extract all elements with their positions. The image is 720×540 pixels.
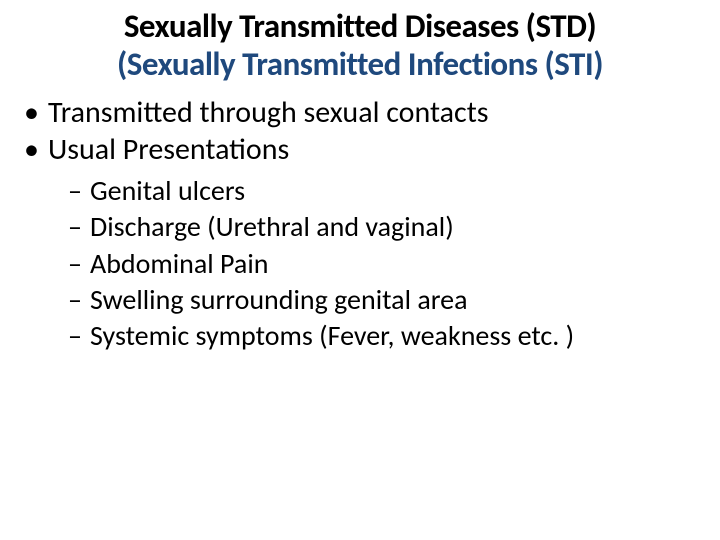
- bullet-item: • Usual Presentations: [24, 131, 700, 169]
- bullet-text: Transmitted through sexual contacts: [48, 94, 489, 132]
- sub-bullet-text: Genital ulcers: [90, 173, 245, 209]
- slide-body: • Transmitted through sexual contacts • …: [20, 94, 700, 355]
- dash-icon: –: [68, 282, 90, 318]
- dash-icon: –: [68, 209, 90, 245]
- sub-bullet-item: – Swelling surrounding genital area: [68, 282, 700, 318]
- dash-icon: –: [68, 318, 90, 354]
- title-line-2: (Sexually Transmitted Infections (STI): [20, 46, 700, 84]
- title-line-1: Sexually Transmitted Diseases (STD): [20, 8, 700, 46]
- bullet-text: Usual Presentations: [48, 131, 289, 169]
- sub-bullet-text: Systemic symptoms (Fever, weakness etc. …: [90, 318, 574, 354]
- sub-bullet-text: Discharge (Urethral and vaginal): [90, 209, 454, 245]
- slide-title: Sexually Transmitted Diseases (STD) (Sex…: [20, 8, 700, 84]
- sub-bullet-text: Swelling surrounding genital area: [90, 282, 467, 318]
- sub-bullet-item: – Abdominal Pain: [68, 246, 700, 282]
- dash-icon: –: [68, 173, 90, 209]
- bullet-item: • Transmitted through sexual contacts: [24, 94, 700, 132]
- sub-bullet-item: – Systemic symptoms (Fever, weakness etc…: [68, 318, 700, 354]
- sub-bullet-text: Abdominal Pain: [90, 246, 268, 282]
- sub-bullet-item: – Genital ulcers: [68, 173, 700, 209]
- sub-bullet-group: – Genital ulcers – Discharge (Urethral a…: [68, 173, 700, 355]
- slide: Sexually Transmitted Diseases (STD) (Sex…: [0, 0, 720, 540]
- bullet-icon: •: [24, 131, 48, 169]
- dash-icon: –: [68, 246, 90, 282]
- sub-bullet-item: – Discharge (Urethral and vaginal): [68, 209, 700, 245]
- bullet-icon: •: [24, 94, 48, 132]
